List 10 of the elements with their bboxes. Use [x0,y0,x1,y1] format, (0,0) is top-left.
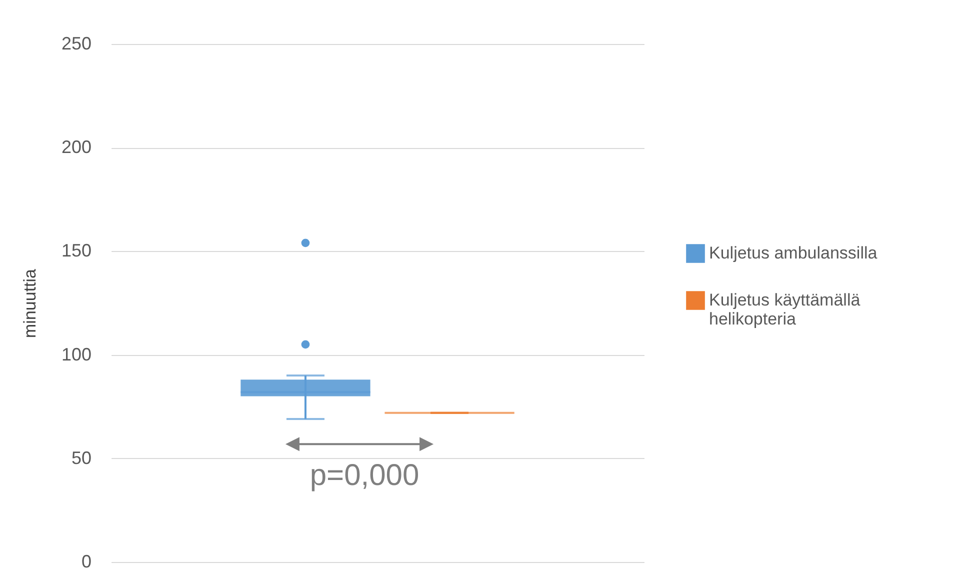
y-tick-label: 150 [61,240,92,261]
y-tick-label: 100 [61,344,92,364]
y-axis-title: minuuttia [20,268,40,338]
annotation: p=0,000 [310,459,420,492]
y-tick-label: 200 [61,137,92,158]
legend-label: Kuljetus käyttämällä helikopteria [709,290,861,328]
y-tick-label: 50 [71,448,92,468]
y-tick-label: 250 [61,34,92,54]
legend-label: Kuljetus ambulanssilla [709,244,878,262]
y-tick-label: 0 [81,552,92,572]
